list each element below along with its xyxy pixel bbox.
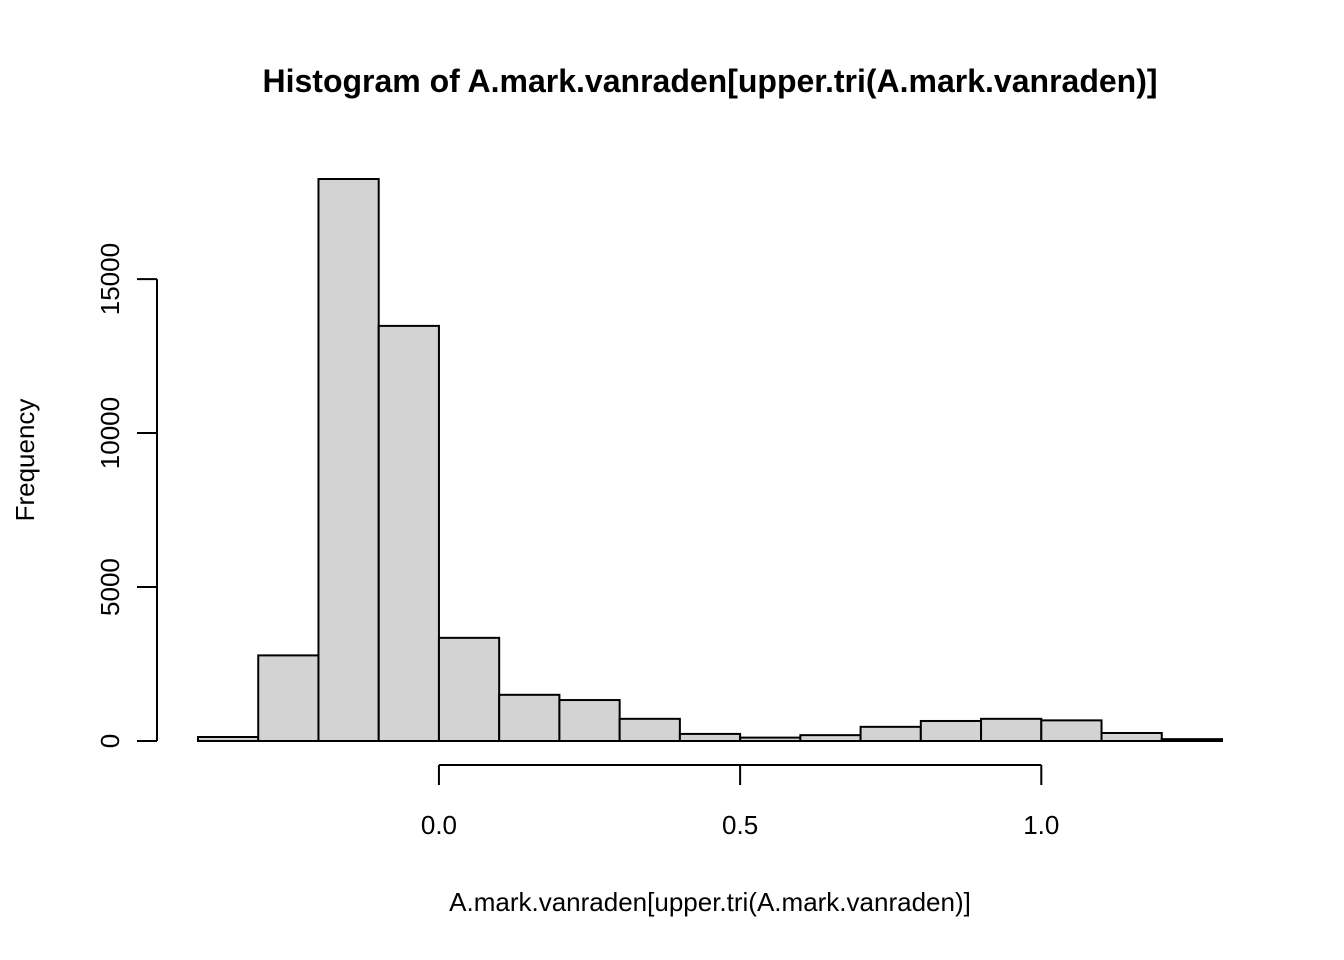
histogram-bar (919, 719, 983, 743)
histogram-bar (1160, 738, 1223, 743)
histogram-bar (437, 636, 501, 743)
bars-group (197, 178, 1223, 743)
histogram-bar (317, 178, 380, 742)
histogram-bar (558, 699, 621, 742)
y-tick-label: 0 (95, 734, 125, 748)
x-axis-label: A.mark.vanraden[upper.tri(A.mark.vanrade… (449, 887, 971, 917)
histogram-bar (618, 717, 681, 742)
y-axis: 0 5000 10000 15000 (95, 243, 158, 748)
y-tick-label: 15000 (95, 243, 125, 315)
histogram-bar (257, 654, 320, 742)
x-tick-label: 0.0 (421, 810, 457, 840)
histogram-bar (678, 732, 742, 742)
histogram-bar (739, 736, 802, 743)
histogram-bar (1100, 731, 1163, 742)
histogram-bar (377, 324, 440, 742)
y-tick-label: 5000 (95, 558, 125, 616)
x-tick-label: 1.0 (1023, 810, 1059, 840)
x-tick-label: 0.5 (722, 810, 758, 840)
y-tick-label: 10000 (95, 397, 125, 469)
histogram-bar (980, 717, 1043, 742)
histogram-bar (859, 725, 922, 743)
histogram-bar (498, 693, 561, 743)
y-axis-label: Frequency (10, 399, 40, 522)
histogram-bar (1040, 719, 1103, 743)
histogram-bar (799, 734, 862, 743)
chart-title: Histogram of A.mark.vanraden[upper.tri(A… (262, 63, 1157, 99)
x-axis: 0.0 0.5 1.0 (421, 764, 1059, 840)
histogram-bar (197, 735, 260, 742)
